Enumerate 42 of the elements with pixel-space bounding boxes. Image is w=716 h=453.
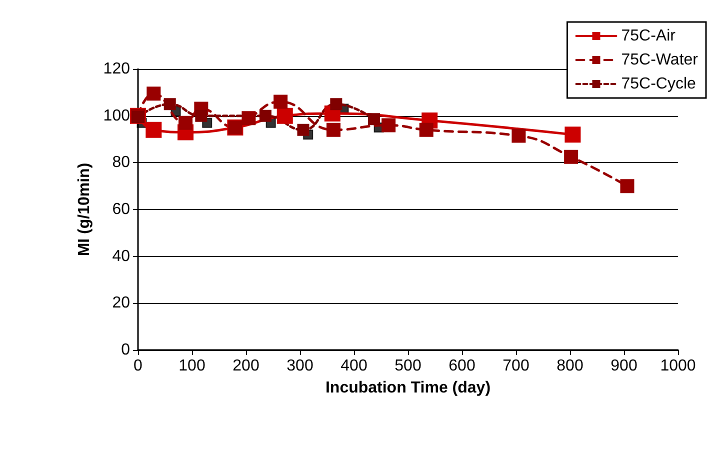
point (297, 124, 310, 136)
x-tick-label: 400 (340, 358, 368, 374)
x-tick-label: 200 (232, 358, 260, 374)
point (146, 122, 162, 138)
legend-label: 75C-Cycle (621, 76, 696, 92)
point (620, 179, 634, 194)
legend-label: 75C-Air (621, 28, 676, 44)
point (242, 111, 256, 126)
point (326, 122, 340, 137)
point (164, 98, 176, 110)
y-tick-label: 40 (112, 248, 130, 265)
y-tick-label: 60 (112, 201, 130, 218)
point (195, 110, 208, 122)
x-tick-label: 800 (556, 358, 584, 374)
y-tick-label: 100 (103, 107, 130, 124)
x-tick-label: 700 (502, 358, 530, 374)
y-tick-label: 80 (112, 154, 130, 172)
point (368, 113, 380, 126)
point (382, 118, 396, 132)
point (259, 110, 272, 122)
x-axis-title: Incubation Time (day) (325, 380, 491, 396)
point (276, 108, 293, 124)
y-tick-label: 20 (112, 294, 130, 312)
y-tick-label: 120 (103, 60, 130, 78)
x-tick-label: 1000 (660, 358, 696, 374)
x-tick-label: 500 (394, 358, 422, 374)
y-axis-title: MI (g/10min) (76, 162, 93, 256)
x-tick-label: 0 (134, 358, 143, 374)
point (274, 94, 288, 109)
point (564, 150, 578, 164)
point (330, 98, 342, 110)
x-tick-label: 300 (286, 358, 314, 374)
x-tick-label: 900 (610, 358, 638, 374)
point (564, 126, 581, 143)
point (419, 122, 434, 137)
y-tick-label: 0 (121, 342, 130, 358)
x-tick-label: 600 (448, 358, 476, 374)
x-tick-label: 100 (178, 358, 206, 374)
point (178, 116, 193, 130)
point (512, 128, 526, 143)
point (146, 86, 161, 101)
legend-label: 75C-Water (621, 52, 699, 68)
